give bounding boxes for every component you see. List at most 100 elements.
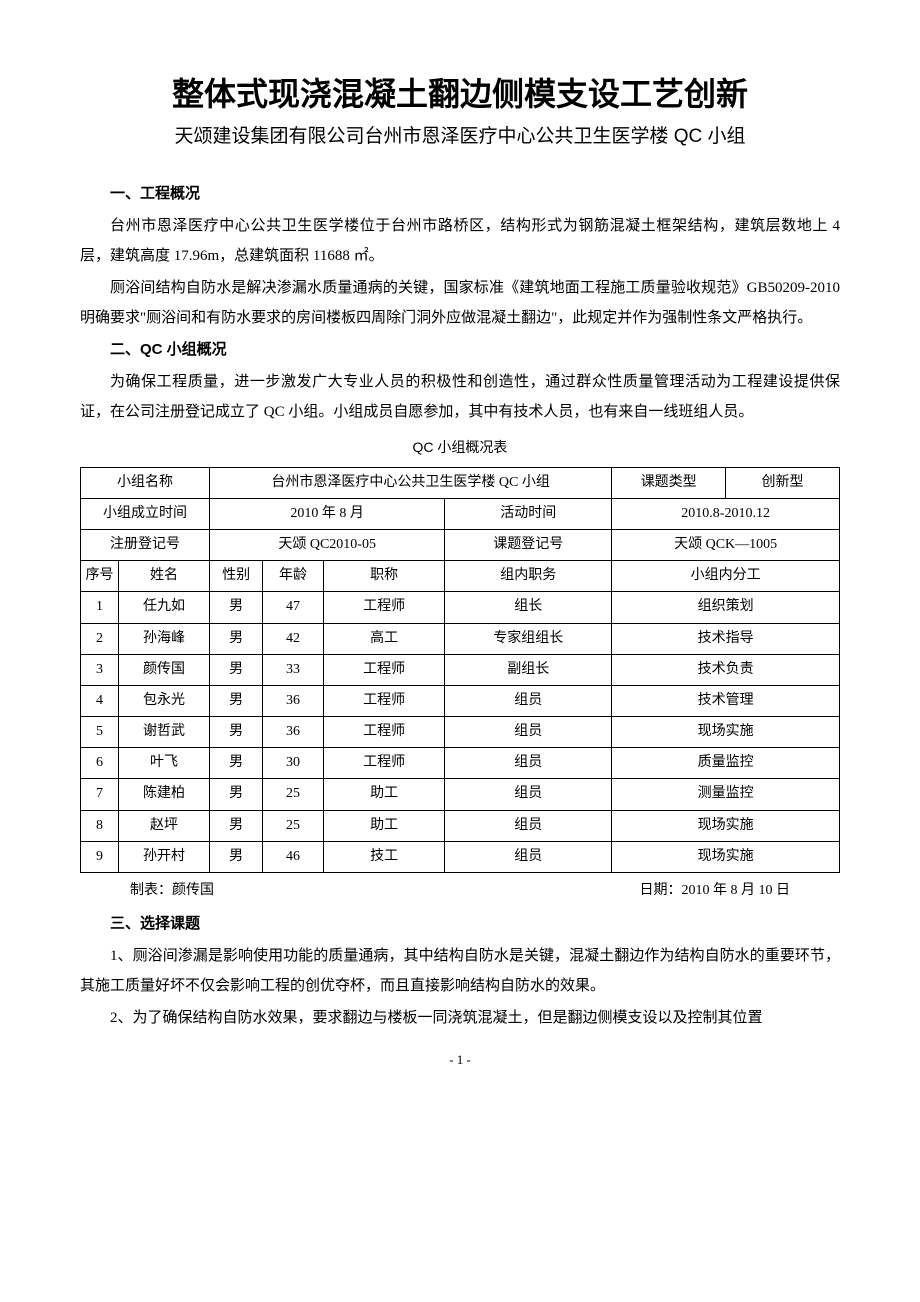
- col-age: 年龄: [263, 561, 324, 592]
- table-cell: 工程师: [323, 592, 444, 623]
- table-cell: 陈建柏: [118, 779, 209, 810]
- table-cell: 技术指导: [612, 623, 840, 654]
- table-cell: 36: [263, 685, 324, 716]
- table-cell: 7: [81, 779, 119, 810]
- table-cell: 谢哲武: [118, 717, 209, 748]
- table-cell: 工程师: [323, 654, 444, 685]
- table-header-row: 序号 姓名 性别 年龄 职称 组内职务 小组内分工: [81, 561, 840, 592]
- table-cell: 男: [210, 841, 263, 872]
- section-3-head: 三、选择课题: [80, 909, 840, 939]
- table-cell: 孙开村: [118, 841, 209, 872]
- col-seq: 序号: [81, 561, 119, 592]
- table-cell: 6: [81, 748, 119, 779]
- section-1-para-2: 厕浴间结构自防水是解决渗漏水质量通病的关键，国家标准《建筑地面工程施工质量验收规…: [80, 273, 840, 333]
- table-cell: 9: [81, 841, 119, 872]
- table-footer-date: 日期：2010 年 8 月 10 日: [640, 877, 791, 905]
- cell-group-name-value: 台州市恩泽医疗中心公共卫生医学楼 QC 小组: [210, 467, 612, 498]
- cell-topic-reg-label: 课题登记号: [445, 529, 612, 560]
- col-gender: 性别: [210, 561, 263, 592]
- table-cell: 组长: [445, 592, 612, 623]
- table-cell: 组员: [445, 779, 612, 810]
- table-row: 4包永光男36工程师组员技术管理: [81, 685, 840, 716]
- table-cell: 工程师: [323, 685, 444, 716]
- table-cell: 现场实施: [612, 717, 840, 748]
- table-cell: 助工: [323, 810, 444, 841]
- table-cell: 助工: [323, 779, 444, 810]
- table-cell: 组员: [445, 841, 612, 872]
- table-meta-row: 小组成立时间 2010 年 8 月 活动时间 2010.8-2010.12: [81, 498, 840, 529]
- table-cell: 组织策划: [612, 592, 840, 623]
- table-row: 6叶飞男30工程师组员质量监控: [81, 748, 840, 779]
- table-cell: 技工: [323, 841, 444, 872]
- table-cell: 颜传国: [118, 654, 209, 685]
- table-cell: 组员: [445, 748, 612, 779]
- col-role: 组内职务: [445, 561, 612, 592]
- table-cell: 组员: [445, 810, 612, 841]
- cell-topic-reg-value: 天颂 QCK—1005: [612, 529, 840, 560]
- section-1-head: 一、工程概况: [80, 179, 840, 209]
- table-cell: 工程师: [323, 717, 444, 748]
- table-cell: 孙海峰: [118, 623, 209, 654]
- table-cell: 男: [210, 592, 263, 623]
- table-meta-row: 注册登记号 天颂 QC2010-05 课题登记号 天颂 QCK—1005: [81, 529, 840, 560]
- cell-found-time-value: 2010 年 8 月: [210, 498, 445, 529]
- table-row: 1任九如男47工程师组长组织策划: [81, 592, 840, 623]
- table-row: 2孙海峰男42高工专家组组长技术指导: [81, 623, 840, 654]
- table-cell: 现场实施: [612, 810, 840, 841]
- cell-topic-type-label: 课题类型: [612, 467, 726, 498]
- table-cell: 男: [210, 623, 263, 654]
- section-2-head: 二、QC 小组概况: [80, 335, 840, 365]
- table-meta-row: 小组名称 台州市恩泽医疗中心公共卫生医学楼 QC 小组 课题类型 创新型: [81, 467, 840, 498]
- table-cell: 技术负责: [612, 654, 840, 685]
- col-title: 职称: [323, 561, 444, 592]
- table-cell: 包永光: [118, 685, 209, 716]
- table-cell: 男: [210, 810, 263, 841]
- table-cell: 工程师: [323, 748, 444, 779]
- table-cell: 男: [210, 654, 263, 685]
- sub-title: 天颂建设集团有限公司台州市恩泽医疗中心公共卫生医学楼 QC 小组: [80, 124, 840, 151]
- cell-activity-time-value: 2010.8-2010.12: [612, 498, 840, 529]
- table-cell: 叶飞: [118, 748, 209, 779]
- text: 台州市恩泽医疗中心公共卫生医学楼位于台州市路桥区，结构形式为钢筋混凝土框架结构，…: [80, 218, 840, 264]
- table-cell: 专家组组长: [445, 623, 612, 654]
- cell-found-time-label: 小组成立时间: [81, 498, 210, 529]
- table-footer: 制表：颜传国 日期：2010 年 8 月 10 日: [80, 873, 840, 905]
- table-cell: 30: [263, 748, 324, 779]
- col-name: 姓名: [118, 561, 209, 592]
- text: 。: [369, 248, 384, 264]
- cell-group-name-label: 小组名称: [81, 467, 210, 498]
- table-cell: 25: [263, 779, 324, 810]
- table-cell: 组员: [445, 685, 612, 716]
- table-cell: 高工: [323, 623, 444, 654]
- table-caption: QC 小组概况表: [80, 433, 840, 461]
- table-footer-author: 制表：颜传国: [130, 877, 214, 905]
- section-1-para-1: 台州市恩泽医疗中心公共卫生医学楼位于台州市路桥区，结构形式为钢筋混凝土框架结构，…: [80, 211, 840, 271]
- table-cell: 测量监控: [612, 779, 840, 810]
- table-cell: 任九如: [118, 592, 209, 623]
- page-number: - 1 -: [80, 1047, 840, 1073]
- table-cell: 质量监控: [612, 748, 840, 779]
- cell-activity-time-label: 活动时间: [445, 498, 612, 529]
- main-title: 整体式现浇混凝土翻边侧模支设工艺创新: [80, 70, 840, 118]
- table-cell: 3: [81, 654, 119, 685]
- table-cell: 4: [81, 685, 119, 716]
- table-cell: 47: [263, 592, 324, 623]
- table-cell: 5: [81, 717, 119, 748]
- table-cell: 46: [263, 841, 324, 872]
- table-row: 5谢哲武男36工程师组员现场实施: [81, 717, 840, 748]
- table-cell: 42: [263, 623, 324, 654]
- table-row: 8赵坪男25助工组员现场实施: [81, 810, 840, 841]
- table-row: 7陈建柏男25助工组员测量监控: [81, 779, 840, 810]
- qc-group-table: 小组名称 台州市恩泽医疗中心公共卫生医学楼 QC 小组 课题类型 创新型 小组成…: [80, 467, 840, 873]
- table-cell: 副组长: [445, 654, 612, 685]
- table-cell: 男: [210, 685, 263, 716]
- table-cell: 2: [81, 623, 119, 654]
- table-cell: 赵坪: [118, 810, 209, 841]
- table-cell: 25: [263, 810, 324, 841]
- table-cell: 现场实施: [612, 841, 840, 872]
- table-row: 3颜传国男33工程师副组长技术负责: [81, 654, 840, 685]
- table-cell: 男: [210, 779, 263, 810]
- section-2-para-1: 为确保工程质量，进一步激发广大专业人员的积极性和创造性，通过群众性质量管理活动为…: [80, 367, 840, 427]
- col-duty: 小组内分工: [612, 561, 840, 592]
- section-3-para-2: 2、为了确保结构自防水效果，要求翻边与楼板一同浇筑混凝土，但是翻边侧模支设以及控…: [80, 1003, 840, 1033]
